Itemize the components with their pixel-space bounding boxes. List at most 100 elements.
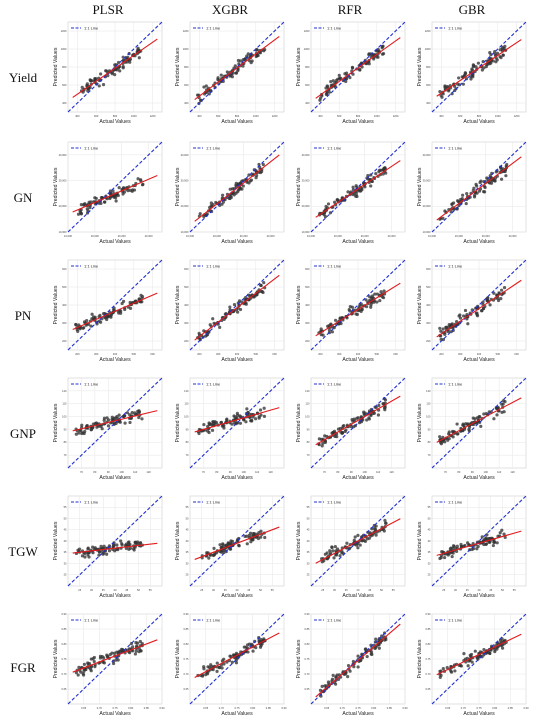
data-point: [493, 52, 497, 56]
data-point: [360, 188, 364, 192]
data-point: [328, 549, 332, 553]
data-point: [244, 420, 248, 424]
data-point: [82, 662, 86, 666]
data-point: [383, 398, 388, 402]
data-point: [358, 67, 362, 72]
data-point: [446, 330, 450, 334]
data-point: [439, 673, 443, 677]
x-axis-label: Actual Values: [99, 119, 131, 125]
data-point: [137, 409, 141, 413]
data-point: [100, 655, 104, 659]
data-point: [218, 543, 222, 547]
y-axis-label: Predicted Values: [417, 285, 423, 324]
x-tick-label: 0.80: [128, 706, 134, 710]
x-tick-label: 30: [454, 588, 457, 592]
data-point: [455, 319, 459, 324]
y-axis-label: Predicted Values: [296, 639, 302, 678]
x-tick-label: 90: [350, 470, 353, 474]
x-axis-label: Actual Values: [463, 711, 495, 717]
x-tick-label: 40,000: [145, 234, 153, 238]
x-tick-label: 100: [363, 470, 368, 474]
data-point: [77, 431, 81, 435]
data-point: [503, 535, 507, 539]
x-tick-label: 500: [375, 352, 380, 356]
y-tick-label: 0.80: [61, 642, 67, 646]
data-point: [217, 666, 221, 670]
data-point: [441, 327, 445, 331]
data-point: [112, 416, 116, 420]
scatter-chart: 0.65 0.70 0.75 0.80 0.85 0.90 0.65 0.70 0.75 0.80…: [417, 612, 529, 717]
x-tick-label: 400: [75, 114, 80, 118]
y-tick-label: 500: [426, 285, 431, 289]
y-tick-label: 800: [62, 65, 67, 69]
data-point: [488, 540, 492, 544]
data-point: [221, 542, 225, 546]
data-point: [138, 639, 142, 644]
data-point: [358, 543, 362, 547]
data-point: [475, 314, 480, 318]
data-point: [247, 181, 251, 185]
legend: 1:1 Line: [435, 145, 463, 150]
data-point: [251, 649, 255, 653]
y-tick-label: 400: [426, 101, 431, 105]
data-point: [249, 61, 253, 65]
x-tick-label: 20,000: [213, 234, 221, 238]
data-point: [81, 326, 85, 330]
y-tick-label: 1200: [425, 29, 431, 33]
data-point: [380, 295, 384, 299]
x-axis-label: Actual Values: [99, 593, 131, 599]
data-point: [485, 176, 489, 180]
x-tick-label: 0.75: [476, 706, 482, 710]
y-tick-label: 600: [305, 267, 310, 271]
data-point: [206, 424, 210, 429]
x-tick-label: 25: [321, 588, 324, 592]
scatter-chart: 25 30 35 40 45 50 55 25 30 35 40 45 50 55 1:1 Line Actu…: [417, 495, 527, 599]
x-axis-label: Actual Values: [99, 475, 131, 481]
x-tick-label: 40,000: [267, 234, 275, 238]
y-axis-label: Predicted Values: [296, 521, 302, 560]
y-tick-label: 45: [64, 528, 67, 532]
legend-label: 1:1 Line: [327, 25, 342, 30]
x-tick-label: 90: [471, 470, 474, 474]
data-point: [360, 65, 364, 69]
data-point: [342, 423, 346, 428]
x-axis-label: Actual Values: [221, 711, 253, 717]
y-tick-label: 20,000: [423, 204, 431, 208]
data-point: [240, 187, 244, 191]
data-point: [140, 642, 144, 646]
x-tick-label: 90: [229, 470, 232, 474]
y-tick-label: 400: [62, 303, 67, 307]
y-tick-label: 90: [186, 427, 189, 431]
data-point: [80, 85, 84, 90]
data-point: [478, 650, 483, 654]
data-point: [102, 416, 107, 420]
data-point: [370, 296, 374, 300]
data-point: [86, 551, 90, 555]
x-tick-label: 0.75: [112, 706, 118, 710]
data-point: [450, 92, 454, 96]
x-tick-label: 120: [510, 470, 515, 474]
data-point: [90, 312, 94, 316]
x-tick-label: 40,000: [388, 234, 396, 238]
y-axis-label: Predicted Values: [296, 47, 302, 86]
y-tick-label: 40,000: [302, 153, 310, 157]
data-point: [457, 76, 461, 80]
y-tick-label: 600: [426, 267, 431, 271]
x-tick-label: 100: [120, 470, 125, 474]
data-point: [141, 182, 145, 186]
x-tick-label: 0.75: [234, 706, 240, 710]
data-point: [112, 651, 117, 655]
y-tick-label: 100: [184, 414, 189, 418]
legend: 1:1 Line: [71, 25, 99, 30]
data-point: [114, 658, 118, 662]
data-point: [462, 314, 466, 318]
data-point: [208, 323, 212, 327]
data-point: [237, 543, 241, 547]
x-tick-label: 40,000: [509, 234, 517, 238]
data-point: [495, 413, 499, 417]
data-point: [469, 77, 473, 81]
data-point: [375, 55, 379, 59]
scatter-chart: 10,000 20,000 30,000 40,000 10,000 20,000 30,0…: [417, 141, 527, 245]
data-point: [329, 80, 333, 84]
data-point: [377, 638, 381, 642]
